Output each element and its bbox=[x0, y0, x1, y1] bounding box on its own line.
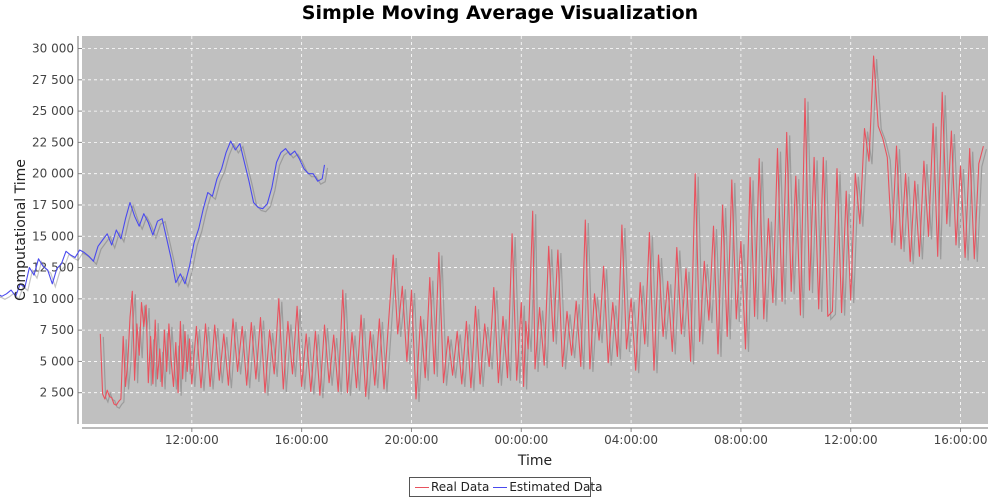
x-tick-label: 04:00:00 bbox=[604, 433, 658, 447]
x-tick-label: 12:00:00 bbox=[824, 433, 878, 447]
y-tick-label: 5 000 bbox=[40, 354, 74, 368]
y-tick-label: 7 500 bbox=[40, 323, 74, 337]
legend-swatch-real bbox=[415, 486, 429, 488]
x-tick-label: 00:00:00 bbox=[494, 433, 548, 447]
series-layer bbox=[0, 55, 987, 409]
legend-label-real: Real Data bbox=[431, 480, 490, 494]
grid-layer bbox=[82, 36, 988, 424]
x-tick-label: 08:00:00 bbox=[714, 433, 768, 447]
chart-title: Simple Moving Average Visualization bbox=[301, 2, 699, 24]
x-tick-label: 20:00:00 bbox=[385, 433, 439, 447]
x-axis-title: Time bbox=[517, 453, 552, 469]
legend-item-real: Real Data bbox=[415, 480, 489, 494]
y-tick-label: 22 500 bbox=[32, 135, 74, 149]
y-axis-title: Computational Time bbox=[13, 159, 29, 301]
real-data-shadow bbox=[102, 58, 987, 409]
legend-item-estimated: Estimated Data bbox=[493, 480, 602, 494]
estimated-data-line bbox=[0, 140, 326, 297]
y-tick-label: 17 500 bbox=[32, 198, 74, 212]
real-data-line bbox=[99, 55, 984, 406]
y-tick-label: 2 500 bbox=[40, 386, 74, 400]
y-tick-label: 10 000 bbox=[32, 292, 74, 306]
legend: Real Data Estimated Data bbox=[409, 477, 602, 497]
y-tick-label: 12 500 bbox=[32, 261, 74, 275]
y-tick-label: 15 000 bbox=[32, 229, 74, 243]
y-tick-label: 20 000 bbox=[32, 167, 74, 181]
x-tick-label: 12:00:00 bbox=[165, 433, 219, 447]
axes-layer: 2 500 5 000 7 500 10 000 12 500 15 000 17 500 2… bbox=[32, 36, 988, 447]
legend-swatch-estimated bbox=[493, 486, 508, 488]
x-tick-label: 16:00:00 bbox=[275, 433, 329, 447]
y-tick-label: 25 000 bbox=[32, 104, 74, 118]
y-tick-label: 30 000 bbox=[32, 42, 74, 56]
legend-label-estimated: Estimated Data bbox=[509, 480, 603, 494]
x-tick-label: 16:00:00 bbox=[934, 433, 988, 447]
y-tick-label: 27 500 bbox=[32, 73, 74, 87]
estimated-data-shadow bbox=[0, 142, 329, 301]
